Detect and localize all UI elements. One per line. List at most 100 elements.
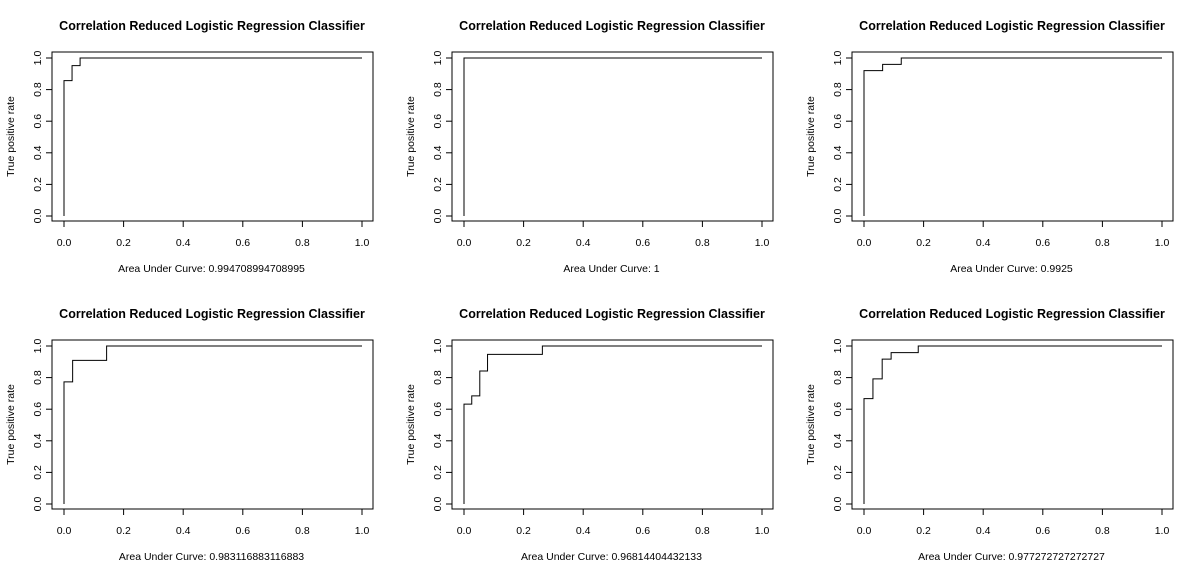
x-tick-label: 0.8 — [695, 525, 710, 537]
x-axis-label: Area Under Curve: 0.96814404432133 — [521, 551, 702, 563]
roc-curve — [463, 345, 762, 504]
chart-title: Correlation Reduced Logistic Regression … — [59, 19, 365, 33]
x-axis-label: Area Under Curve: 0.983116883116883 — [119, 551, 304, 563]
plot-frame — [451, 339, 774, 510]
roc-panel: Correlation Reduced Logistic Regression … — [5, 19, 374, 275]
y-axis-label: True positive rate — [805, 96, 817, 177]
roc-curve — [63, 345, 362, 504]
y-tick-label: 0.6 — [32, 402, 44, 417]
x-tick-label: 0.6 — [235, 525, 250, 537]
y-axis-label: True positive rate — [5, 384, 17, 465]
x-tick-label: 0.2 — [116, 237, 131, 249]
chart-title: Correlation Reduced Logistic Regression … — [459, 19, 765, 33]
y-tick-label: 0.4 — [32, 145, 44, 160]
x-tick-label: 0.8 — [695, 237, 710, 249]
y-tick-label: 0.2 — [432, 465, 444, 480]
roc-panel: Correlation Reduced Logistic Regression … — [5, 307, 374, 563]
roc-curve — [863, 57, 1162, 216]
y-tick-label: 1.0 — [32, 339, 44, 354]
plot-frame — [851, 51, 1174, 222]
y-tick-label: 0.0 — [832, 497, 844, 512]
roc-curve — [463, 57, 762, 216]
y-tick-label: 0.2 — [432, 177, 444, 192]
x-tick-label: 0.8 — [1095, 525, 1110, 537]
x-tick-label: 1.0 — [1155, 237, 1170, 249]
y-tick-label: 0.8 — [432, 82, 444, 97]
y-tick-label: 0.6 — [432, 114, 444, 129]
roc-panel: Correlation Reduced Logistic Regression … — [805, 307, 1174, 563]
y-axis-label: True positive rate — [405, 384, 417, 465]
x-tick-label: 0.0 — [857, 525, 872, 537]
y-tick-label: 0.2 — [832, 177, 844, 192]
y-tick-label: 0.2 — [832, 465, 844, 480]
x-tick-label: 0.4 — [576, 237, 591, 249]
x-axis-label: Area Under Curve: 1 — [563, 263, 659, 275]
chart-title: Correlation Reduced Logistic Regression … — [859, 19, 1165, 33]
x-tick-label: 0.6 — [1035, 237, 1050, 249]
x-tick-label: 0.4 — [176, 237, 191, 249]
y-tick-label: 0.2 — [32, 177, 44, 192]
y-tick-label: 0.8 — [432, 370, 444, 385]
y-axis-label: True positive rate — [5, 96, 17, 177]
roc-curve — [863, 345, 1162, 504]
plot-frame — [51, 339, 374, 510]
x-tick-label: 0.8 — [295, 237, 310, 249]
y-tick-label: 0.4 — [832, 145, 844, 160]
y-tick-label: 0.8 — [832, 370, 844, 385]
roc-curve — [63, 57, 362, 216]
y-tick-label: 1.0 — [832, 339, 844, 354]
x-tick-label: 0.0 — [457, 525, 472, 537]
y-tick-label: 1.0 — [432, 339, 444, 354]
plot-frame — [851, 339, 1174, 510]
y-tick-label: 0.6 — [832, 402, 844, 417]
roc-panel: Correlation Reduced Logistic Regression … — [405, 307, 774, 563]
y-tick-label: 0.4 — [432, 433, 444, 448]
x-axis-label: Area Under Curve: 0.9925 — [950, 263, 1073, 275]
x-tick-label: 0.4 — [976, 525, 991, 537]
roc-panel: Correlation Reduced Logistic Regression … — [405, 19, 774, 275]
y-tick-label: 0.0 — [32, 497, 44, 512]
y-tick-label: 0.4 — [432, 145, 444, 160]
y-tick-label: 0.0 — [432, 497, 444, 512]
chart-title: Correlation Reduced Logistic Regression … — [59, 307, 365, 321]
y-tick-label: 0.6 — [32, 114, 44, 129]
y-tick-label: 0.8 — [32, 82, 44, 97]
x-tick-label: 0.0 — [857, 237, 872, 249]
x-tick-label: 0.6 — [1035, 525, 1050, 537]
y-tick-label: 1.0 — [832, 51, 844, 66]
x-tick-label: 0.4 — [976, 237, 991, 249]
plot-frame — [451, 51, 774, 222]
y-tick-label: 0.0 — [832, 209, 844, 224]
x-tick-label: 0.6 — [635, 237, 650, 249]
y-tick-label: 0.6 — [832, 114, 844, 129]
x-tick-label: 0.8 — [1095, 237, 1110, 249]
x-tick-label: 0.2 — [116, 525, 131, 537]
y-tick-label: 1.0 — [432, 51, 444, 66]
x-tick-label: 1.0 — [355, 525, 370, 537]
x-tick-label: 0.0 — [57, 525, 72, 537]
roc-panel: Correlation Reduced Logistic Regression … — [805, 19, 1174, 275]
chart-title: Correlation Reduced Logistic Regression … — [859, 307, 1165, 321]
x-tick-label: 0.2 — [516, 525, 531, 537]
x-tick-label: 0.4 — [176, 525, 191, 537]
y-tick-label: 0.0 — [32, 209, 44, 224]
x-tick-label: 1.0 — [755, 525, 770, 537]
y-tick-label: 0.4 — [832, 433, 844, 448]
y-tick-label: 0.0 — [432, 209, 444, 224]
x-tick-label: 1.0 — [355, 237, 370, 249]
y-tick-label: 0.2 — [32, 465, 44, 480]
x-tick-label: 1.0 — [1155, 525, 1170, 537]
x-tick-label: 0.2 — [916, 525, 931, 537]
chart-title: Correlation Reduced Logistic Regression … — [459, 307, 765, 321]
x-tick-label: 0.2 — [916, 237, 931, 249]
y-axis-label: True positive rate — [405, 96, 417, 177]
x-tick-label: 0.0 — [57, 237, 72, 249]
x-tick-label: 0.0 — [457, 237, 472, 249]
x-tick-label: 0.8 — [295, 525, 310, 537]
x-axis-label: Area Under Curve: 0.977272727272727 — [918, 551, 1105, 563]
y-tick-label: 0.8 — [832, 82, 844, 97]
x-tick-label: 0.2 — [516, 237, 531, 249]
x-tick-label: 0.6 — [635, 525, 650, 537]
